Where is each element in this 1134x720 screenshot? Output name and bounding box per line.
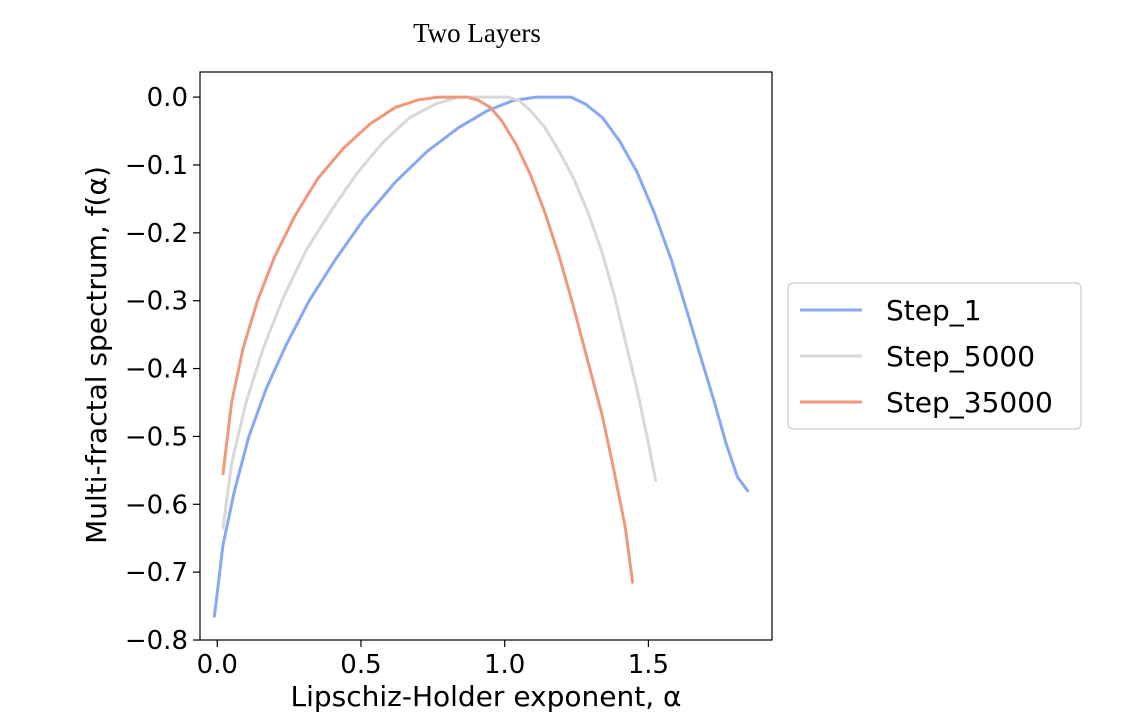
- x-tick-label: 1.5: [628, 650, 669, 680]
- legend-box: [787, 282, 1082, 430]
- x-tick-label: 0.0: [197, 650, 238, 680]
- y-tick-label: −0.2: [125, 219, 188, 249]
- legend-label: Step_35000: [886, 386, 1053, 419]
- y-tick-label: −0.3: [125, 287, 188, 317]
- y-axis-ticks: 0.0 −0.1 −0.2 −0.3 −0.4 −0.5 −0.6 −0.7 −0.8: [125, 83, 200, 656]
- y-tick-label: −0.1: [125, 151, 188, 181]
- series-line-step-5000: [221, 95, 658, 530]
- series-line-step-1: [212, 95, 750, 618]
- series-line-step-35000: [221, 95, 635, 584]
- y-tick-label: −0.8: [125, 626, 188, 656]
- series-lines: [212, 95, 750, 618]
- legend: Step_1 Step_5000 Step_35000: [787, 282, 1082, 430]
- y-tick-label: −0.6: [125, 490, 188, 520]
- plot-area-frame: [199, 71, 773, 641]
- y-tick-label: −0.4: [125, 355, 188, 385]
- legend-label: Step_5000: [886, 340, 1035, 373]
- x-tick-label: 0.5: [340, 650, 381, 680]
- x-tick-label: 1.0: [484, 650, 525, 680]
- y-axis-label: Multi-fractal spectrum, f(α): [80, 166, 113, 544]
- x-axis-label: Lipschiz-Holder exponent, α: [290, 680, 681, 713]
- y-tick-label: −0.5: [125, 422, 188, 452]
- y-tick-label: −0.7: [125, 558, 188, 588]
- legend-label: Step_1: [886, 294, 982, 327]
- chart-title: Two Layers: [413, 18, 541, 48]
- x-axis-ticks: 0.0 0.5 1.0 1.5: [197, 640, 669, 680]
- y-tick-label: 0.0: [147, 83, 188, 113]
